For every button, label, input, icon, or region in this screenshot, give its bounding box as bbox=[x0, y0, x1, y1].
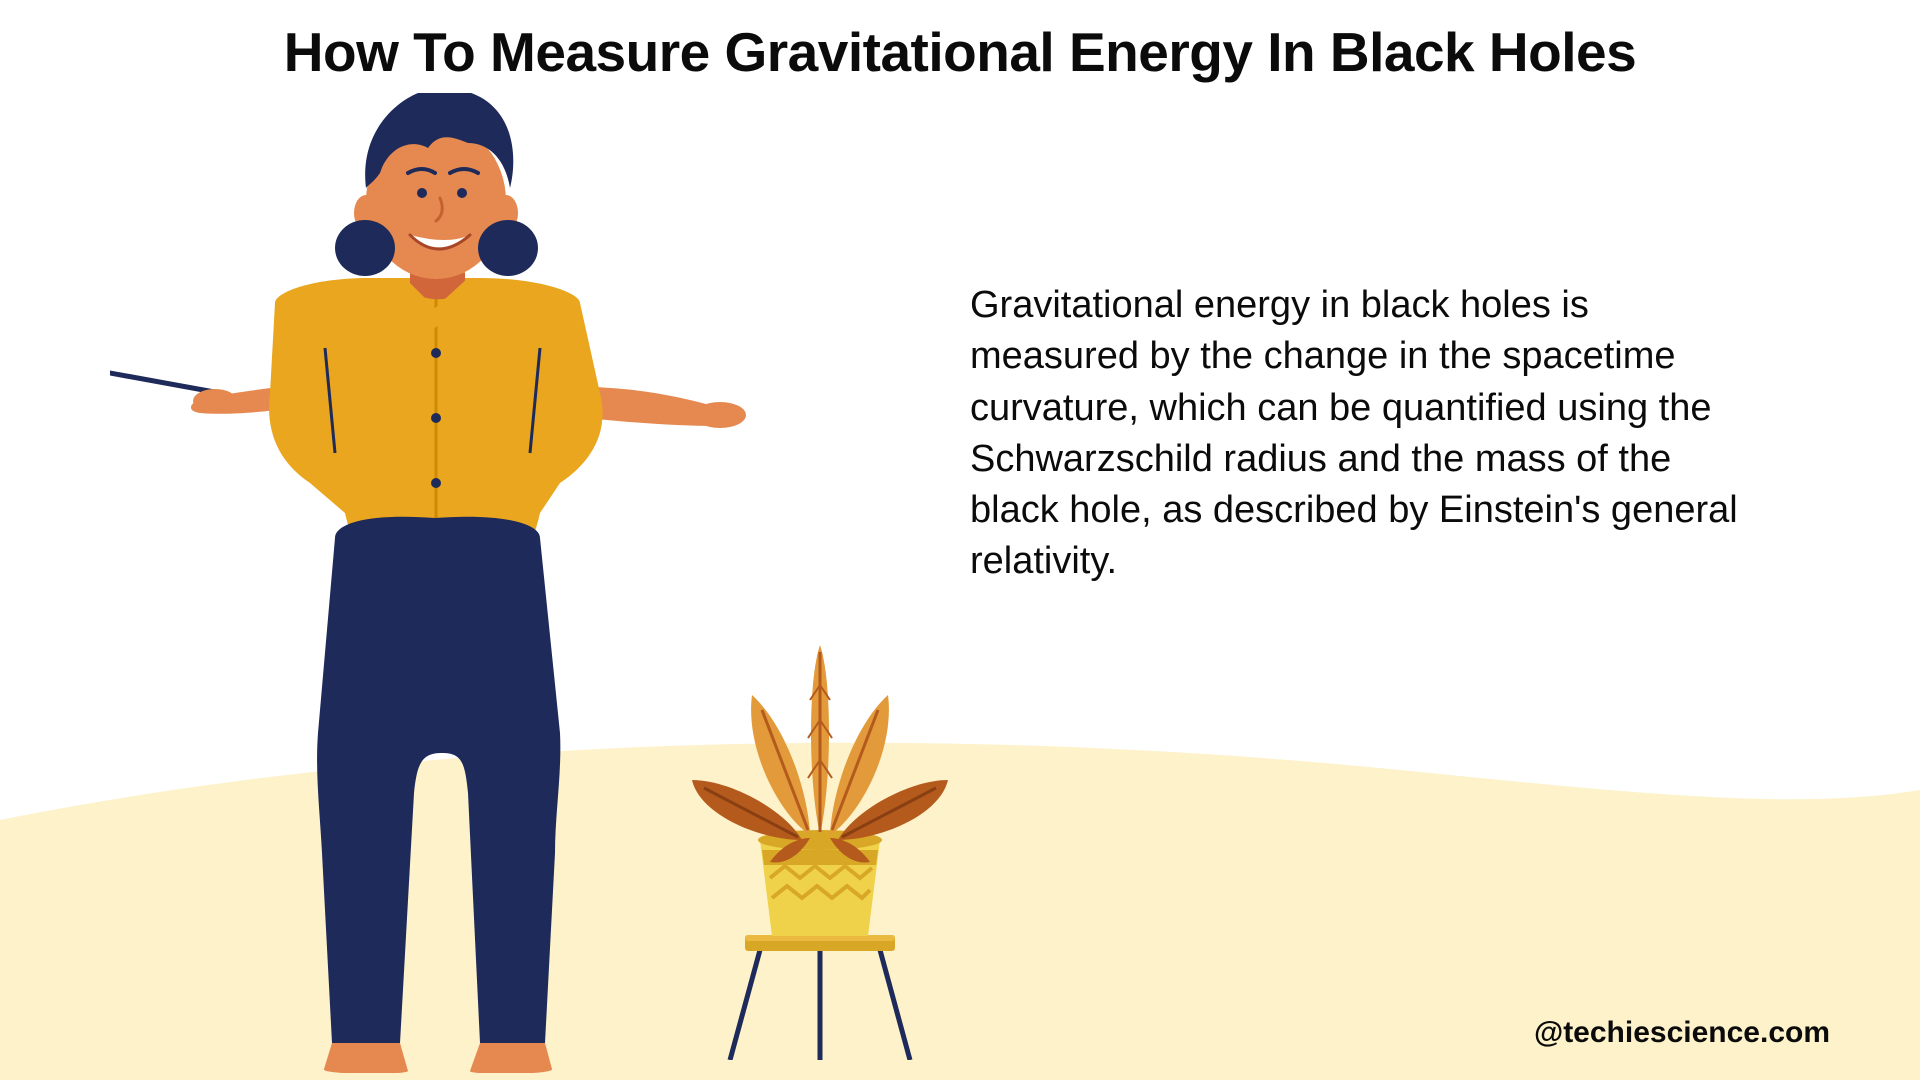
plant-illustration bbox=[690, 640, 950, 1060]
body-paragraph: Gravitational energy in black holes is m… bbox=[970, 280, 1760, 588]
attribution-text: @techiescience.com bbox=[1534, 1016, 1830, 1050]
page-title: How To Measure Gravitational Energy In B… bbox=[0, 20, 1920, 84]
